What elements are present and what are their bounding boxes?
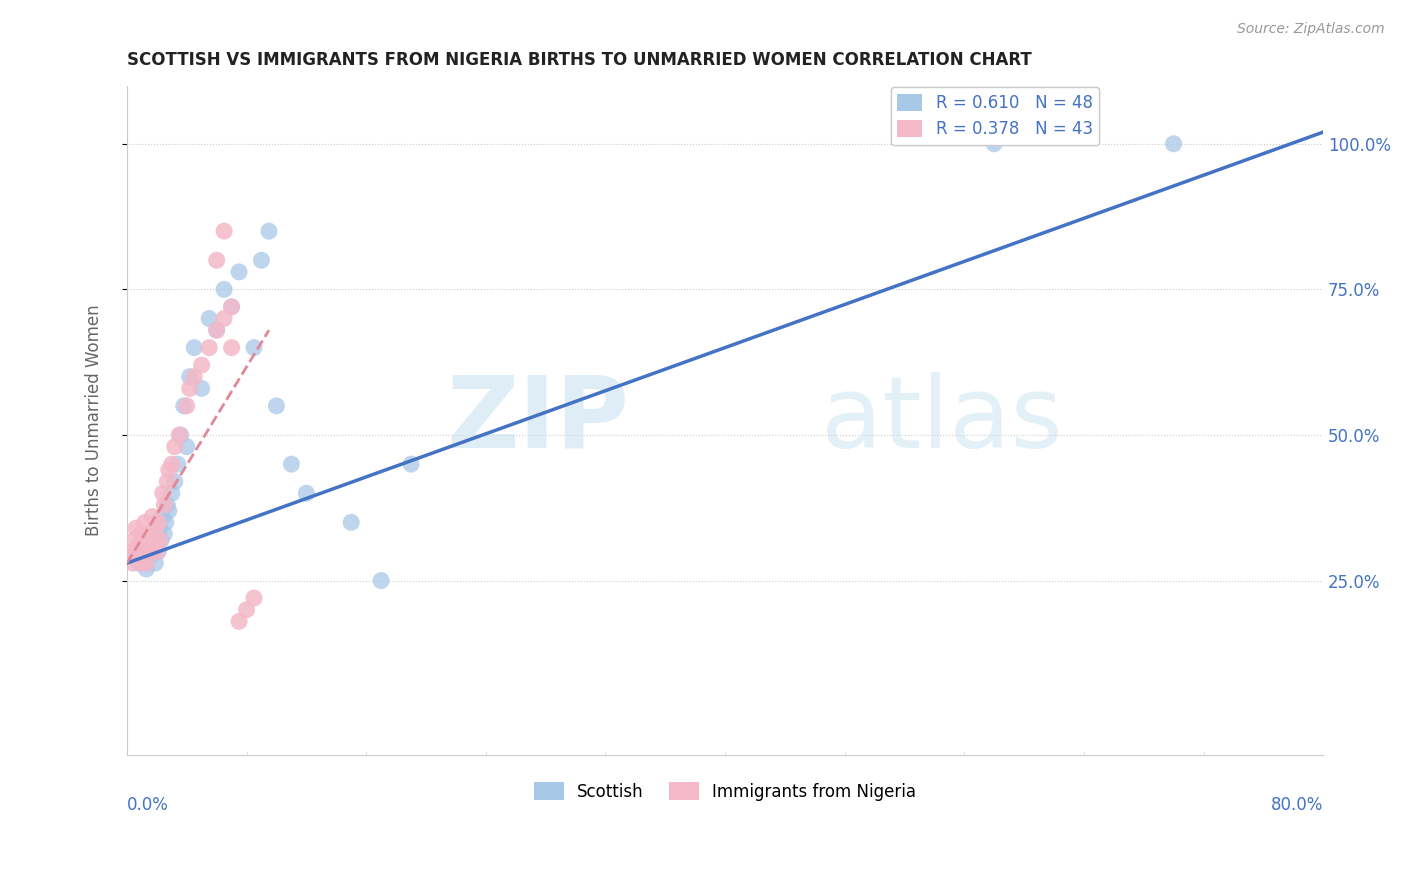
Point — [138, 527, 160, 541]
Point — [155, 516, 177, 530]
Point — [152, 486, 174, 500]
Text: 80.0%: 80.0% — [1271, 796, 1323, 814]
Point — [124, 533, 146, 547]
Point — [370, 574, 392, 588]
Point — [212, 311, 235, 326]
Point — [139, 539, 162, 553]
Point — [136, 544, 159, 558]
Point — [124, 544, 146, 558]
Point — [176, 399, 198, 413]
Point — [157, 463, 180, 477]
Point — [149, 533, 172, 547]
Point — [131, 533, 153, 547]
Point — [983, 136, 1005, 151]
Point — [146, 527, 169, 541]
Point — [1163, 136, 1185, 151]
Point — [139, 544, 162, 558]
Y-axis label: Births to Unmarried Women: Births to Unmarried Women — [86, 305, 103, 536]
Point — [129, 527, 152, 541]
Point — [163, 440, 186, 454]
Point — [143, 521, 166, 535]
Point — [146, 544, 169, 558]
Point — [399, 457, 422, 471]
Point — [166, 457, 188, 471]
Point — [198, 341, 221, 355]
Point — [190, 381, 212, 395]
Point — [138, 550, 160, 565]
Point — [280, 457, 302, 471]
Point — [205, 253, 228, 268]
Point — [141, 544, 163, 558]
Point — [153, 527, 176, 541]
Point — [250, 253, 273, 268]
Point — [243, 591, 266, 605]
Point — [138, 539, 160, 553]
Text: atlas: atlas — [821, 372, 1063, 469]
Point — [160, 457, 183, 471]
Point — [135, 556, 157, 570]
Point — [143, 556, 166, 570]
Point — [157, 504, 180, 518]
Point — [136, 527, 159, 541]
Point — [128, 539, 150, 553]
Point — [153, 498, 176, 512]
Point — [156, 498, 179, 512]
Point — [131, 533, 153, 547]
Point — [142, 533, 165, 547]
Point — [228, 265, 250, 279]
Text: SCOTTISH VS IMMIGRANTS FROM NIGERIA BIRTHS TO UNMARRIED WOMEN CORRELATION CHART: SCOTTISH VS IMMIGRANTS FROM NIGERIA BIRT… — [127, 51, 1032, 69]
Point — [295, 486, 318, 500]
Point — [131, 556, 153, 570]
Point — [141, 509, 163, 524]
Point — [228, 615, 250, 629]
Point — [134, 539, 156, 553]
Point — [179, 369, 201, 384]
Point — [125, 521, 148, 535]
Point — [340, 516, 363, 530]
Point — [120, 544, 142, 558]
Point — [221, 341, 243, 355]
Point — [152, 509, 174, 524]
Point — [142, 533, 165, 547]
Point — [156, 475, 179, 489]
Point — [212, 282, 235, 296]
Point — [148, 516, 170, 530]
Point — [243, 341, 266, 355]
Point — [150, 533, 173, 547]
Point — [148, 544, 170, 558]
Point — [205, 323, 228, 337]
Point — [134, 516, 156, 530]
Point — [125, 544, 148, 558]
Point — [176, 440, 198, 454]
Point — [149, 521, 172, 535]
Point — [221, 300, 243, 314]
Text: ZIP: ZIP — [447, 372, 630, 469]
Text: 0.0%: 0.0% — [127, 796, 169, 814]
Point — [235, 603, 257, 617]
Point — [183, 341, 205, 355]
Point — [173, 399, 195, 413]
Point — [132, 544, 155, 558]
Point — [160, 486, 183, 500]
Point — [266, 399, 288, 413]
Point — [131, 550, 153, 565]
Legend: R = 0.610   N = 48, R = 0.378   N = 43: R = 0.610 N = 48, R = 0.378 N = 43 — [890, 87, 1099, 145]
Point — [179, 381, 201, 395]
Point — [135, 562, 157, 576]
Point — [127, 550, 149, 565]
Point — [257, 224, 280, 238]
Point — [122, 556, 145, 570]
Point — [146, 516, 169, 530]
Point — [212, 224, 235, 238]
Point — [170, 428, 193, 442]
Point — [205, 323, 228, 337]
Point — [163, 475, 186, 489]
Point — [183, 369, 205, 384]
Point — [167, 428, 190, 442]
Point — [128, 556, 150, 570]
Point — [198, 311, 221, 326]
Text: Source: ZipAtlas.com: Source: ZipAtlas.com — [1237, 22, 1385, 37]
Point — [221, 300, 243, 314]
Point — [190, 358, 212, 372]
